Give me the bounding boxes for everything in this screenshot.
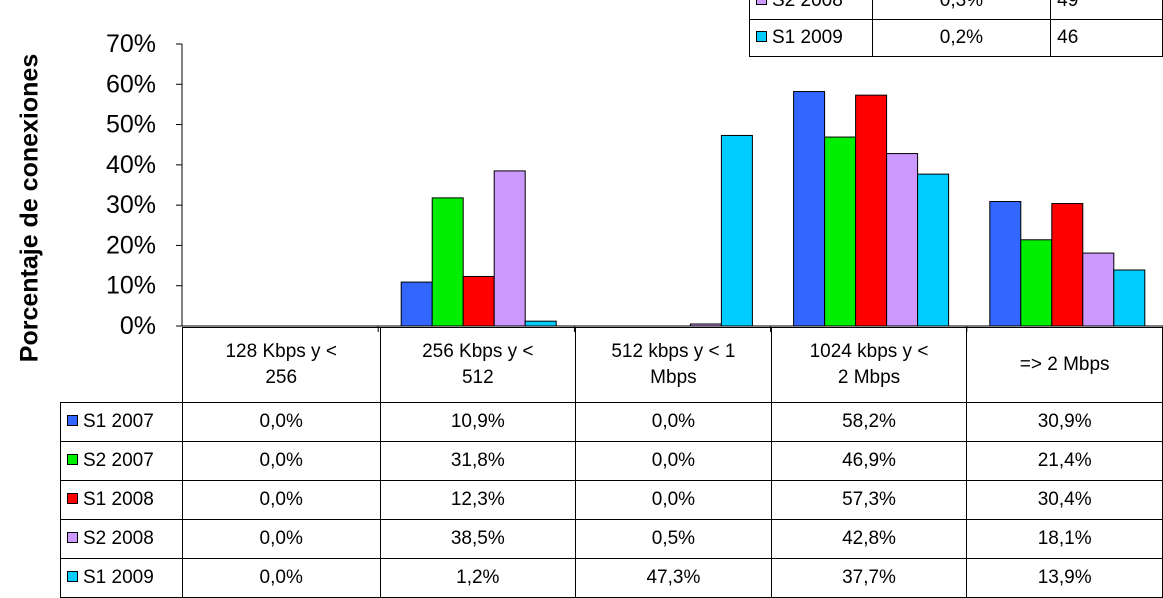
data-cell: 10,9% <box>379 402 577 442</box>
data-cell: 0,0% <box>575 402 772 442</box>
legend-swatch-s1-2009 <box>756 31 767 42</box>
legend-swatch-s2-2008 <box>756 0 767 5</box>
series-label: S2 2007 <box>60 441 183 481</box>
bar-s1-2008 <box>462 275 495 327</box>
bar-s1-2008 <box>855 94 888 327</box>
data-cell: 38,5% <box>379 519 577 559</box>
y-tick-label: 70% <box>106 30 156 58</box>
data-cell: 13,9% <box>966 558 1163 598</box>
data-cell: 46,9% <box>770 441 968 481</box>
bar-s2-2007 <box>431 197 464 327</box>
mini-row: S1 2009 0,2% 46 <box>749 19 1163 57</box>
data-cell: 47,3% <box>575 558 772 598</box>
table-corner <box>61 328 183 403</box>
legend-swatch <box>67 532 78 543</box>
y-tick-label: 60% <box>106 70 156 98</box>
data-cell: 0,0% <box>181 558 381 598</box>
category-label: 128 Kbps y <256 <box>181 327 381 403</box>
data-cell: 0,5% <box>575 519 772 559</box>
bar-s2-2007 <box>824 136 857 327</box>
data-cell: 0,0% <box>181 480 381 520</box>
table-row: S1 2007 0,0% 10,9% 0,0% 58,2% 30,9% <box>60 402 1163 442</box>
category-label: 512 kbps y < 1 Mbps <box>575 327 772 403</box>
y-tick-label: 10% <box>106 272 156 300</box>
data-cell: 0,0% <box>575 480 772 520</box>
data-cell: 18,1% <box>966 519 1163 559</box>
data-table: 128 Kbps y <256 256 Kbps y <512 512 kbps y… <box>60 327 1163 598</box>
data-cell: 30,4% <box>966 480 1163 520</box>
series-label: S2 2008 <box>60 519 183 559</box>
data-cell: 30,9% <box>966 402 1163 442</box>
bar-s1-2007 <box>400 281 433 327</box>
bar-s1-2008 <box>1051 203 1084 327</box>
y-tick-label: 40% <box>106 151 156 179</box>
series-label: S1 2008 <box>60 480 183 520</box>
category-label: => 2 Mbps <box>966 327 1163 403</box>
table-row: S2 2008 0,0% 38,5% 0,5% 42,8% 18,1% <box>60 519 1163 559</box>
bar-s1-2009 <box>524 320 557 327</box>
data-cell: 0,0% <box>575 441 772 481</box>
bar-s2-2008 <box>689 323 722 327</box>
series-label: S1 2007 <box>60 402 183 442</box>
data-cell: 37,7% <box>770 558 968 598</box>
legend-swatch <box>67 454 78 465</box>
mini-cell: 0,3% <box>871 0 1052 20</box>
mini-cell: 46 <box>1050 19 1163 57</box>
data-cell: 0,0% <box>181 402 381 442</box>
series-label: S1 2009 <box>60 558 183 598</box>
y-axis-title: Porcentaje de conexiones <box>15 53 44 363</box>
bar-s2-2008 <box>886 153 919 327</box>
table-row: S1 2009 0,0% 1,2% 47,3% 37,7% 13,9% <box>60 558 1163 598</box>
mini-cell: 49 <box>1050 0 1163 20</box>
bar-s1-2007 <box>989 201 1022 327</box>
category-label: 256 Kbps y <512 <box>379 327 577 403</box>
data-cell: 21,4% <box>966 441 1163 481</box>
category-label: 1024 kbps y <2 Mbps <box>770 327 968 403</box>
legend-swatch <box>67 493 78 504</box>
legend-swatch <box>67 571 78 582</box>
mini-series-label: S1 2009 <box>772 27 843 48</box>
table-row: S2 2007 0,0% 31,8% 0,0% 46,9% 21,4% <box>60 441 1163 481</box>
bar-s1-2009 <box>917 173 950 327</box>
bar-s2-2008 <box>1082 252 1115 327</box>
data-cell: 58,2% <box>770 402 968 442</box>
data-cell: 0,0% <box>181 441 381 481</box>
bar-s1-2007 <box>793 91 826 327</box>
y-tick-label: 20% <box>106 231 156 259</box>
table-header-row: 128 Kbps y <256 256 Kbps y <512 512 kbps y… <box>61 327 1163 403</box>
data-cell: 42,8% <box>770 519 968 559</box>
data-cell: 12,3% <box>379 480 577 520</box>
data-cell: 0,0% <box>181 519 381 559</box>
mini-series-label: S2 2008 <box>772 0 843 11</box>
y-axis-title-wrap: Porcentaje de conexiones <box>0 0 60 596</box>
legend-swatch <box>67 415 78 426</box>
cropped-data-table: S2 2008 0,3% 49 S1 2009 0,2% 46 <box>749 0 1163 57</box>
y-tick-label: 50% <box>106 111 156 139</box>
y-tick-label: 30% <box>106 191 156 219</box>
bar-s2-2007 <box>1020 239 1053 327</box>
table-row: S1 2008 0,0% 12,3% 0,0% 57,3% 30,4% <box>60 480 1163 520</box>
bar-s1-2009 <box>720 134 753 327</box>
bar-s2-2008 <box>493 170 526 327</box>
data-cell: 1,2% <box>379 558 577 598</box>
y-tick-label: 0% <box>120 312 156 340</box>
data-cell: 31,8% <box>379 441 577 481</box>
bar-s1-2009 <box>1113 269 1146 327</box>
data-cell: 57,3% <box>770 480 968 520</box>
mini-cell: 0,2% <box>871 19 1052 57</box>
mini-row: S2 2008 0,3% 49 <box>749 0 1163 20</box>
